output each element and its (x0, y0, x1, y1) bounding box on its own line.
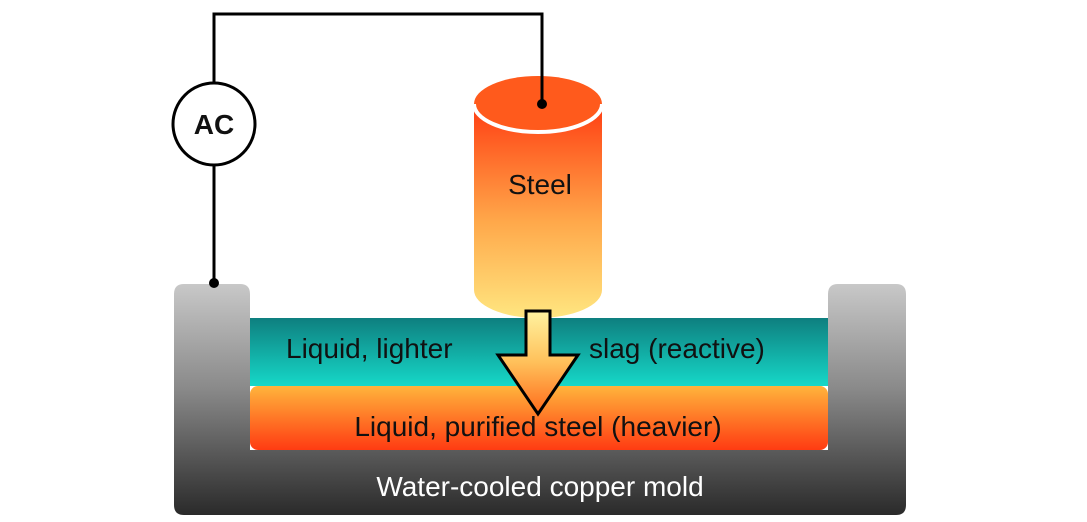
electrode-contact-dot (537, 99, 547, 109)
slag-label-left: Liquid, lighter (286, 333, 453, 364)
mold-contact-dot (209, 278, 219, 288)
copper-mold (174, 284, 906, 515)
electrode-label: Steel (508, 169, 572, 200)
ac-source-icon (171, 81, 257, 167)
down-arrow-icon (495, 309, 581, 417)
purified-steel-layer (250, 386, 828, 450)
mold-label: Water-cooled copper mold (376, 471, 703, 502)
steel-layer-label: Liquid, purified steel (heavier) (354, 411, 721, 442)
ac-source-label: AC (194, 109, 234, 140)
slag-label-right: slag (reactive) (589, 333, 765, 364)
circuit-wire (212, 12, 544, 283)
